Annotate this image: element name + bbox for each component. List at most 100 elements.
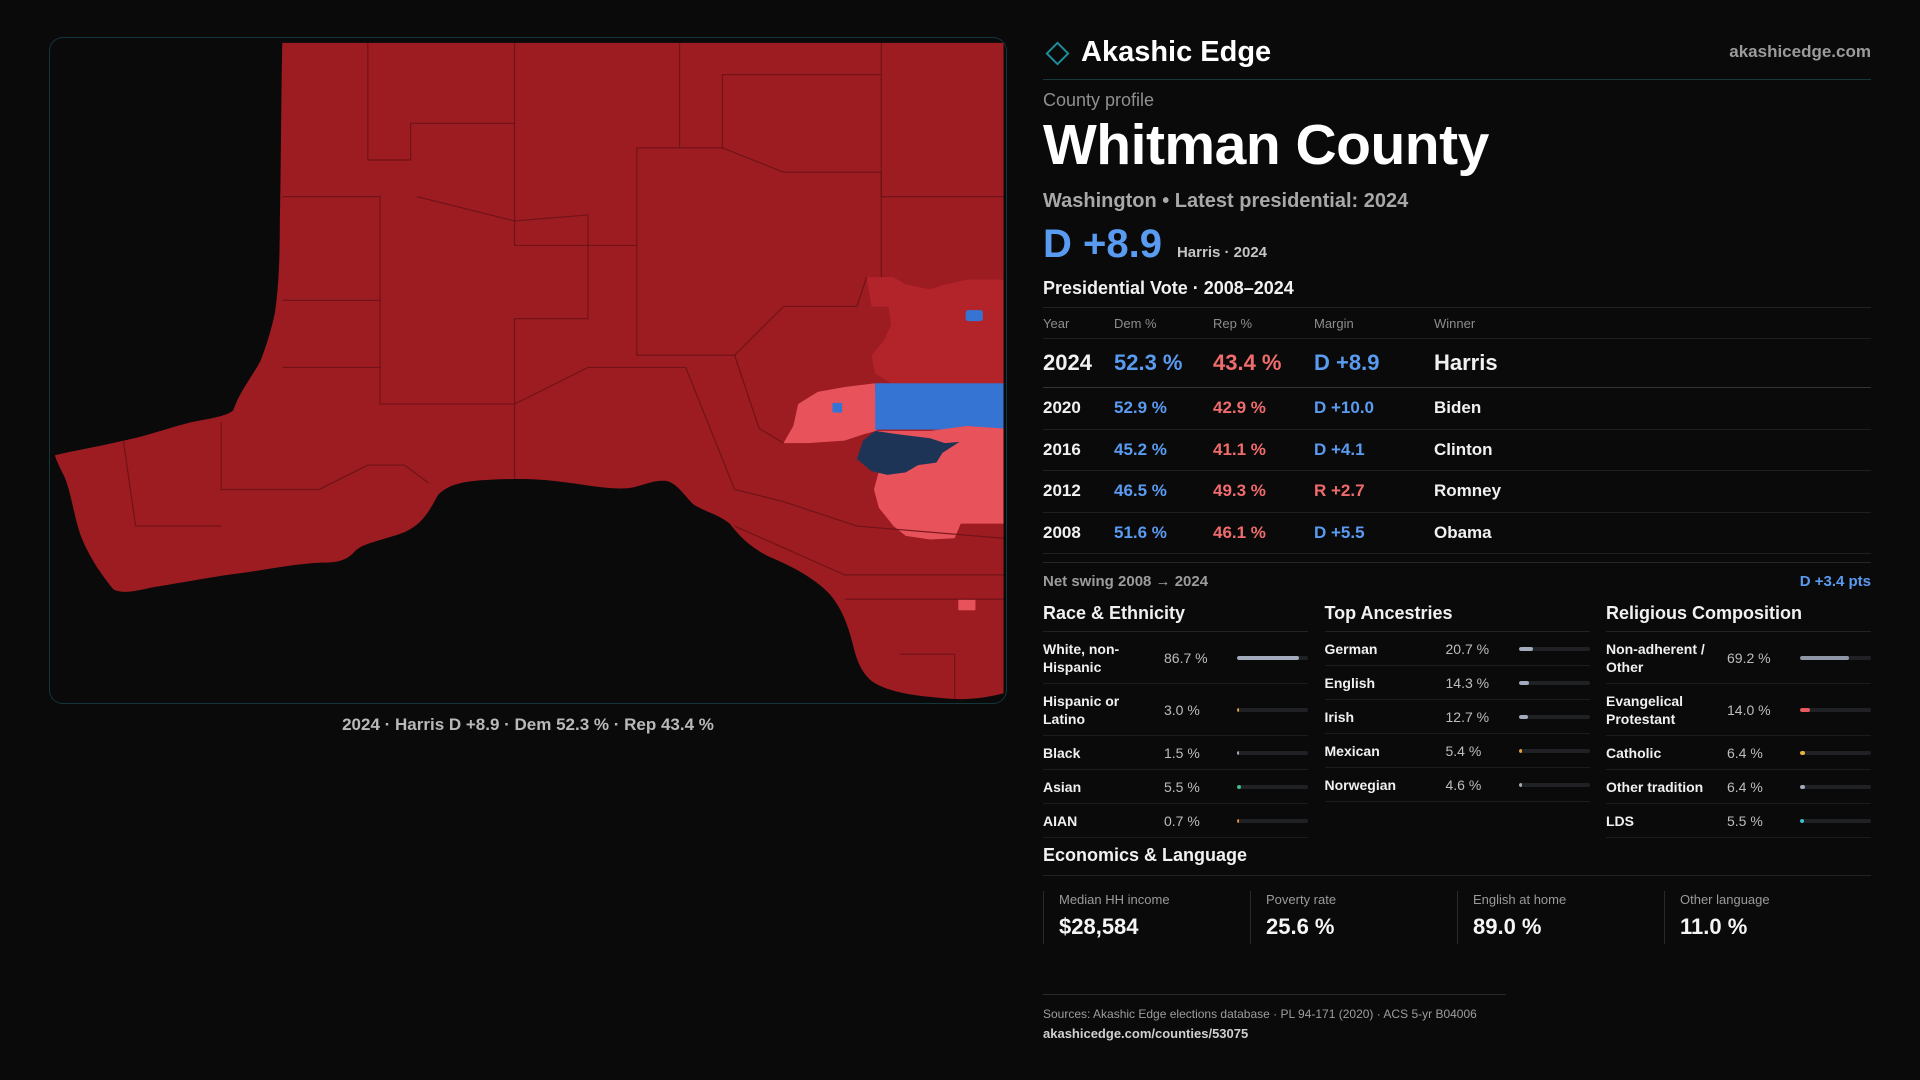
vote-table-title: Presidential Vote · 2008–2024 <box>1043 278 1294 298</box>
page-title: Whitman County <box>1043 113 1489 177</box>
religion-label: Evangelical Protestant <box>1606 692 1684 727</box>
religion-bar-fill <box>1800 818 1804 823</box>
ancestry-label: English <box>1324 674 1376 691</box>
religion-bar <box>1800 784 1871 789</box>
precinct-region-tilt-rep-west <box>783 383 877 444</box>
religion-row: Catholic 6.4 % <box>1606 736 1871 770</box>
stat-value: 11.0 % <box>1680 914 1748 939</box>
religion-value: 6.4 % <box>1727 778 1763 795</box>
county-url-link[interactable]: akashicedge.com/counties/53075 <box>1043 1026 1249 1041</box>
ancestry-label: Mexican <box>1324 742 1380 759</box>
precinct-boundaries <box>122 42 1004 700</box>
rep-pct-cell: 42.9 % <box>1213 398 1266 418</box>
vote-row-2020: 2020 52.9 % 42.9 % D +10.0 Biden <box>1043 388 1871 430</box>
year-cell: 2016 <box>1043 439 1081 459</box>
demographics-columns: Race & Ethnicity White, non-Hispanic 86.… <box>1043 601 1871 838</box>
rep-pct-cell: 41.1 % <box>1213 439 1266 459</box>
winner-cell: Clinton <box>1434 439 1493 459</box>
winner-cell: Obama <box>1434 523 1492 543</box>
column-header-year: Year <box>1043 315 1070 331</box>
stat-median-income: Median HH income $28,584 <box>1043 891 1250 944</box>
rep-pct-cell: 46.1 % <box>1213 523 1266 543</box>
stat-label: English at home <box>1473 892 1567 907</box>
religion-bar <box>1800 655 1871 660</box>
race-label: Black <box>1043 744 1081 761</box>
race-value: 5.5 % <box>1164 778 1200 795</box>
religion-bar-fill <box>1800 655 1850 660</box>
precinct-region-tilt-rep-south <box>958 599 976 611</box>
brand[interactable]: Akashic Edge <box>1043 35 1271 69</box>
ancestry-bar-fill <box>1518 748 1523 753</box>
ancestry-row: German 20.7 % <box>1324 632 1590 666</box>
ancestry-row: Mexican 5.4 % <box>1324 734 1590 768</box>
dem-pct-cell: 46.5 % <box>1114 481 1167 501</box>
stat-label: Median HH income <box>1059 892 1170 907</box>
winner-cell: Romney <box>1434 481 1502 501</box>
ancestry-label: Irish <box>1324 708 1355 725</box>
rep-pct-cell: 43.4 % <box>1213 350 1282 375</box>
ancestry-label: German <box>1324 640 1378 657</box>
vote-row-2024: 2024 52.3 % 43.4 % D +8.9 Harris <box>1043 339 1871 388</box>
race-bar <box>1237 818 1308 823</box>
religion-bar <box>1800 750 1871 755</box>
race-bar <box>1237 707 1308 712</box>
precinct-region-dem-small-west <box>832 402 843 413</box>
header: Akashic Edge akashicedge.com <box>1043 24 1871 80</box>
religion-value: 69.2 % <box>1727 649 1771 666</box>
year-cell: 2008 <box>1043 523 1081 543</box>
race-section: Race & Ethnicity White, non-Hispanic 86.… <box>1043 601 1308 838</box>
county-outline-region <box>54 42 1004 700</box>
net-swing-label: Net swing 2008 → 2024 <box>1043 573 1209 590</box>
race-label: AIAN <box>1043 812 1078 829</box>
headline-margin-block: D +8.9 Harris · 2024 <box>1043 220 1267 268</box>
winner-cell: Biden <box>1434 398 1482 418</box>
map-caption: 2024 · Harris D +8.9 · Dem 52.3 % · Rep … <box>342 715 714 734</box>
stat-label: Poverty rate <box>1266 892 1337 907</box>
race-value: 0.7 % <box>1164 812 1200 829</box>
ancestry-value: 20.7 % <box>1445 640 1490 657</box>
religion-section: Religious Composition Non-adherent / Oth… <box>1606 601 1871 838</box>
dem-pct-cell: 52.3 % <box>1114 350 1183 375</box>
stat-poverty-rate: Poverty rate 25.6 % <box>1250 891 1457 944</box>
race-row: AIAN 0.7 % <box>1043 804 1308 838</box>
race-bar <box>1237 784 1308 789</box>
religion-value: 14.0 % <box>1727 701 1771 718</box>
ancestry-bar <box>1518 646 1590 651</box>
ancestry-bar <box>1518 680 1590 685</box>
ancestry-bar <box>1518 748 1590 753</box>
religion-label: LDS <box>1606 812 1634 829</box>
religion-heading: Religious Composition <box>1606 601 1871 632</box>
footer-divider <box>1043 994 1506 995</box>
stat-english-at-home: English at home 89.0 % <box>1457 891 1664 944</box>
ancestry-label: Norwegian <box>1324 776 1397 793</box>
race-heading: Race & Ethnicity <box>1043 601 1308 632</box>
ancestry-value: 5.4 % <box>1445 742 1482 759</box>
margin-cell: D +5.5 <box>1314 523 1365 543</box>
site-link[interactable]: akashicedge.com <box>1729 41 1871 61</box>
vote-row-2016: 2016 45.2 % 41.1 % D +4.1 Clinton <box>1043 430 1871 472</box>
ancestry-value: 4.6 % <box>1445 776 1482 793</box>
margin-cell: D +4.1 <box>1314 439 1365 459</box>
margin-cell: D +10.0 <box>1314 398 1375 418</box>
diamond-icon <box>1045 41 1070 66</box>
margin-cell: D +8.9 <box>1314 350 1380 375</box>
ancestry-bar <box>1518 782 1590 787</box>
ancestry-heading: Top Ancestries <box>1324 601 1590 632</box>
dem-pct-cell: 51.6 % <box>1114 523 1167 543</box>
religion-label: Catholic <box>1606 744 1662 761</box>
stat-value: 89.0 % <box>1473 914 1542 939</box>
stat-value: $28,584 <box>1059 914 1139 939</box>
ancestry-bar <box>1518 714 1590 719</box>
brand-name: Akashic Edge <box>1081 35 1272 68</box>
column-header-rep: Rep % <box>1213 315 1253 331</box>
precinct-region-strong-dem <box>856 430 960 475</box>
race-value: 1.5 % <box>1164 744 1200 761</box>
religion-row: Other tradition 6.4 % <box>1606 770 1871 804</box>
race-value: 3.0 % <box>1164 701 1200 718</box>
race-row: Black 1.5 % <box>1043 736 1308 770</box>
county-profile-panel: Akashic Edge akashicedge.com County prof… <box>1043 0 1871 1080</box>
ancestry-row: Irish 12.7 % <box>1324 700 1590 734</box>
religion-value: 6.4 % <box>1727 744 1763 761</box>
sources-note: Sources: Akashic Edge elections database… <box>1043 1007 1477 1021</box>
precinct-region-lean-rep <box>866 277 1004 384</box>
